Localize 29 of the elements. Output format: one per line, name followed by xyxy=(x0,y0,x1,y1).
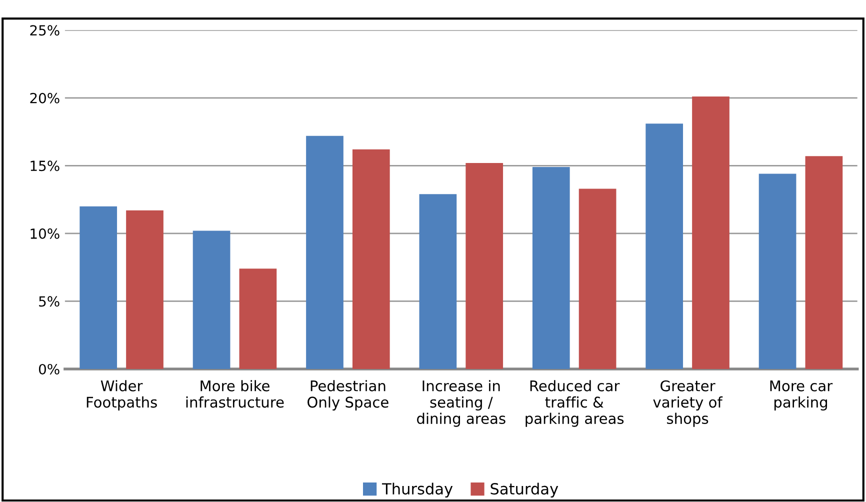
x-tick-label: More bike infrastructure xyxy=(186,380,284,408)
bar xyxy=(306,136,344,369)
y-tick-label: 0% xyxy=(38,364,60,374)
x-tick-label: Wider Footpaths xyxy=(86,380,157,411)
x-tick-label: Greater variety of shops xyxy=(653,380,723,427)
bar xyxy=(466,162,504,369)
bar xyxy=(192,230,230,369)
bar xyxy=(419,194,457,369)
bar xyxy=(239,268,277,369)
bar xyxy=(578,188,616,369)
legend-label: Saturday xyxy=(490,482,558,498)
y-tick-label: 10% xyxy=(30,228,60,239)
bar xyxy=(758,174,796,369)
bar xyxy=(80,206,118,369)
x-tick-label: Increase in seating / dining areas xyxy=(417,380,506,427)
y-tick-label: 15% xyxy=(30,160,60,172)
y-tick-label: 20% xyxy=(30,92,60,104)
bar xyxy=(532,167,570,369)
bar xyxy=(692,96,730,369)
legend-label: Thursday xyxy=(382,482,453,498)
x-tick-label: Pedestrian Only Space xyxy=(308,380,388,411)
bar xyxy=(805,156,843,369)
bar xyxy=(646,124,684,369)
bar xyxy=(126,210,164,369)
x-tick-label: Reduced car traffic & parking areas xyxy=(526,380,624,427)
y-tick-label: 5% xyxy=(39,296,60,307)
x-tick-label: More car parking xyxy=(770,380,833,411)
y-tick-label: 25% xyxy=(30,25,60,36)
bar xyxy=(352,149,390,369)
